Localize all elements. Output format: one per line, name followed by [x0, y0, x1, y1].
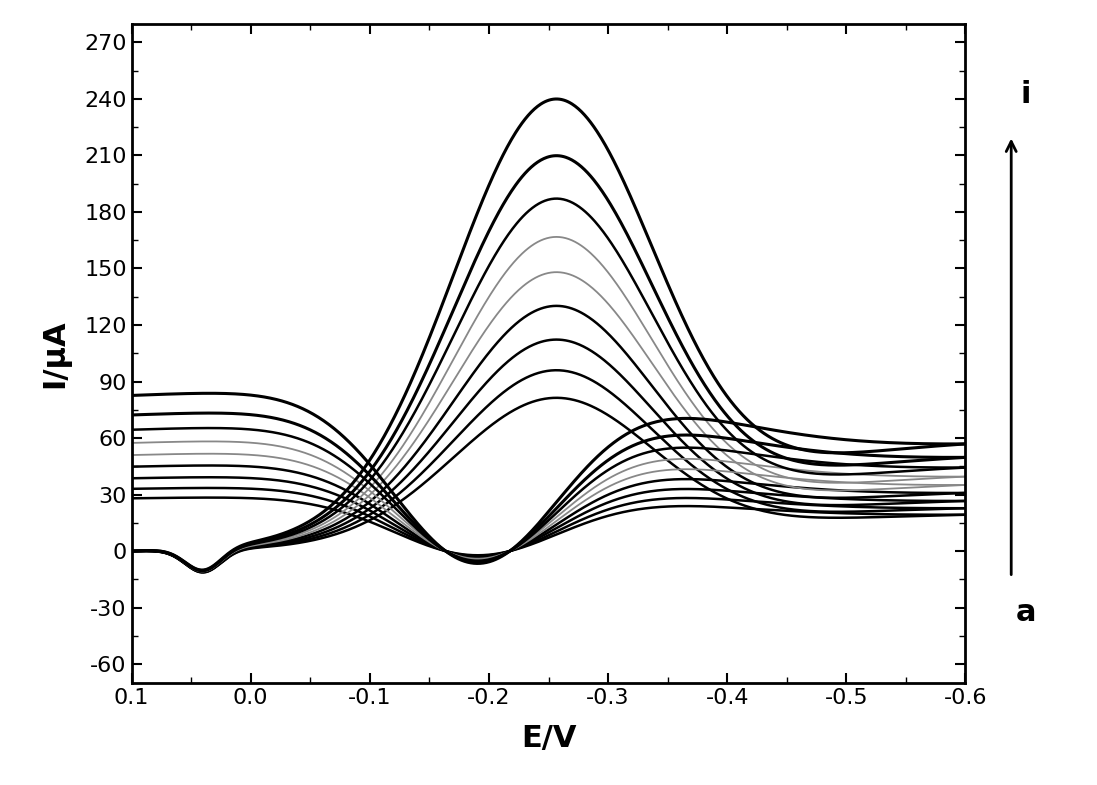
Y-axis label: I/μA: I/μA — [42, 319, 70, 388]
Text: a: a — [1016, 598, 1036, 626]
Text: i: i — [1020, 80, 1031, 108]
X-axis label: E/V: E/V — [521, 725, 576, 754]
